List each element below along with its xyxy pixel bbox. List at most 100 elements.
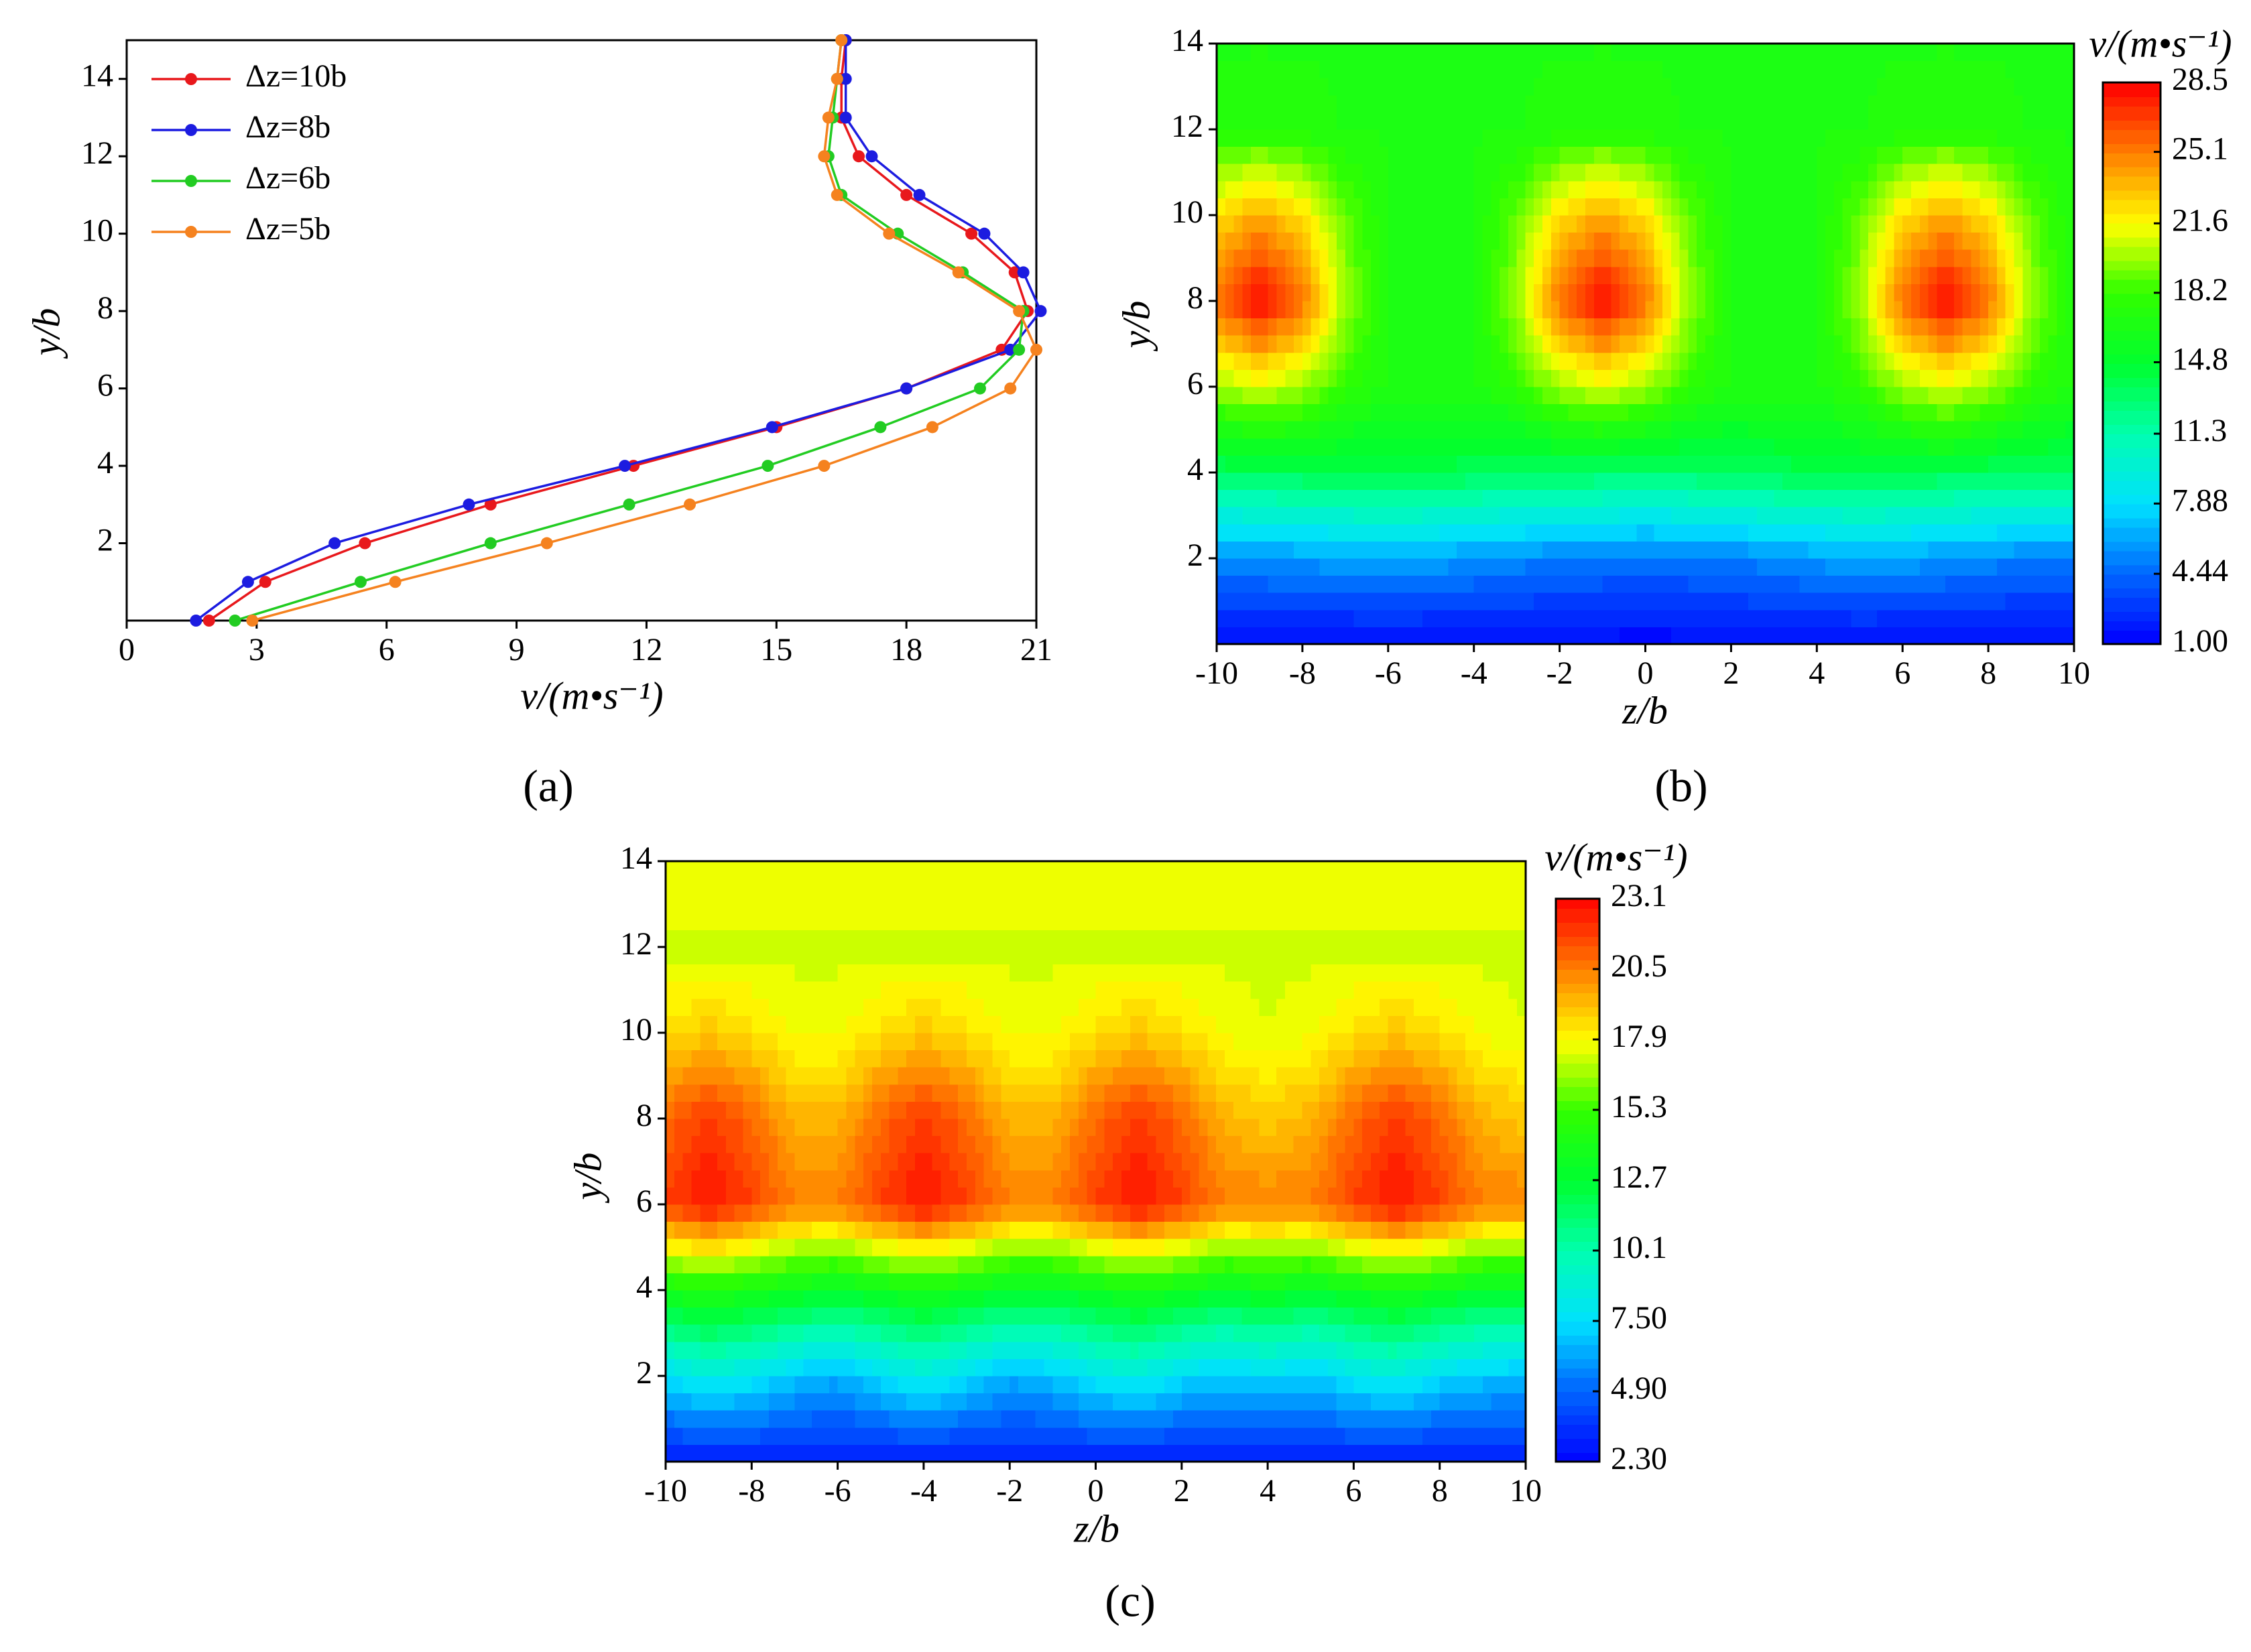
- contour-cell: [1559, 403, 1569, 422]
- contour-cell: [1353, 60, 1363, 78]
- contour-cell: [1962, 438, 1972, 456]
- contour-cell: [1996, 575, 2006, 593]
- contour-cell: [1568, 146, 1577, 164]
- contour-cell: [1233, 540, 1243, 559]
- contour-cell: [1740, 60, 1749, 78]
- contour-cell: [1225, 438, 1235, 456]
- contour-cell: [1885, 111, 1895, 130]
- contour-cell: [751, 1204, 761, 1222]
- contour-cell: [1439, 111, 1449, 130]
- colorbar-segment: [2103, 611, 2161, 617]
- contour-cell: [1396, 369, 1406, 387]
- contour-cell: [1542, 352, 1552, 370]
- contour-cell: [1525, 523, 1535, 542]
- contour-cell: [1654, 352, 1663, 370]
- colorbar-segment: [2103, 307, 2161, 313]
- contour-cell: [1654, 214, 1663, 233]
- contour-cell: [2048, 300, 2058, 319]
- contour-cell: [1731, 489, 1740, 507]
- contour-cell: [1722, 523, 1732, 542]
- contour-cell: [1328, 146, 1337, 164]
- contour-cell: [1311, 163, 1321, 182]
- contour-cell: [1611, 523, 1620, 542]
- contour-cell: [1808, 94, 1818, 113]
- contour-cell: [1534, 283, 1543, 302]
- contour-cell: [786, 1427, 796, 1445]
- contour-cell: [1534, 94, 1543, 113]
- contour-cell: [889, 1238, 899, 1257]
- contour-cell: [1722, 180, 1732, 198]
- contour-cell: [1242, 334, 1252, 353]
- contour-cell: [2065, 592, 2074, 611]
- contour-cell: [1268, 146, 1278, 164]
- contour-cell: [880, 1307, 890, 1325]
- contour-cell: [1988, 111, 1998, 130]
- contour-cell: [1765, 369, 1775, 387]
- contour-cell: [1362, 163, 1372, 182]
- contour-cell: [1550, 300, 1561, 319]
- contour-cell: [932, 1393, 942, 1411]
- contour-cell: [1353, 283, 1363, 302]
- contour-cell: [734, 1221, 744, 1239]
- contour-cell: [1910, 489, 1921, 507]
- contour-cell: [1902, 506, 1912, 525]
- contour-cell: [1156, 1307, 1165, 1325]
- contour-cell: [837, 1341, 847, 1359]
- contour-cell: [1876, 506, 1886, 525]
- contour-cell: [1534, 626, 1543, 645]
- contour-cell: [1790, 609, 1801, 627]
- colorbar-tick-label: 18.2: [2172, 272, 2228, 308]
- contour-cell: [2057, 300, 2067, 319]
- contour-cell: [855, 1375, 864, 1394]
- contour-cell: [1808, 403, 1818, 422]
- contour-cell: [2039, 523, 2049, 542]
- colorbar-segment: [2103, 475, 2161, 481]
- contour-cell: [768, 1238, 778, 1257]
- contour-cell: [1491, 506, 1500, 525]
- contour-cell: [2065, 129, 2074, 147]
- contour-cell: [760, 1238, 770, 1257]
- contour-cell: [1833, 300, 1843, 319]
- contour-cell: [1337, 214, 1346, 233]
- contour-cell: [1294, 111, 1303, 130]
- contour-cell: [1268, 214, 1278, 233]
- contour-cell: [1868, 386, 1878, 405]
- contour-cell: [1662, 77, 1672, 96]
- contour-cell: [1756, 283, 1766, 302]
- contour-cell: [1508, 111, 1518, 130]
- contour-cell: [889, 1221, 899, 1239]
- contour-cell: [1516, 438, 1526, 456]
- contour-cell: [1362, 283, 1372, 302]
- contour-cell: [1465, 232, 1475, 250]
- contour-cell: [1319, 352, 1329, 370]
- colorbar-segment: [2103, 470, 2161, 476]
- contour-cell: [1207, 1358, 1217, 1377]
- contour-cell: [1740, 283, 1749, 302]
- contour-cell: [1474, 1324, 1483, 1342]
- contour-cell: [1525, 352, 1535, 370]
- contour-cell: [1371, 334, 1380, 353]
- contour-cell: [1756, 454, 1766, 473]
- contour-cell: [1662, 369, 1672, 387]
- contour-cell: [666, 1289, 675, 1308]
- contour-cell: [1448, 1341, 1458, 1359]
- contour-cell: [2065, 489, 2074, 507]
- contour-cell: [1233, 454, 1243, 473]
- contour-cell: [1833, 283, 1843, 302]
- contour-cell: [1414, 146, 1423, 164]
- contour-cell: [1311, 575, 1321, 593]
- contour-cell: [1705, 540, 1715, 559]
- contour-cell: [1645, 180, 1655, 198]
- contour-cell: [1628, 60, 1638, 78]
- contour-cell: [1181, 1307, 1191, 1325]
- contour-cell: [1868, 60, 1878, 78]
- contour-cell: [1457, 386, 1466, 405]
- contour-cell: [1242, 129, 1252, 147]
- contour-cell: [1233, 197, 1243, 216]
- contour-cell: [1851, 575, 1861, 593]
- contour-cell: [949, 1427, 959, 1445]
- contour-cell: [1628, 558, 1638, 576]
- contour-cell: [1268, 334, 1278, 353]
- contour-cell: [2014, 454, 2024, 473]
- contour-cell: [1319, 318, 1329, 336]
